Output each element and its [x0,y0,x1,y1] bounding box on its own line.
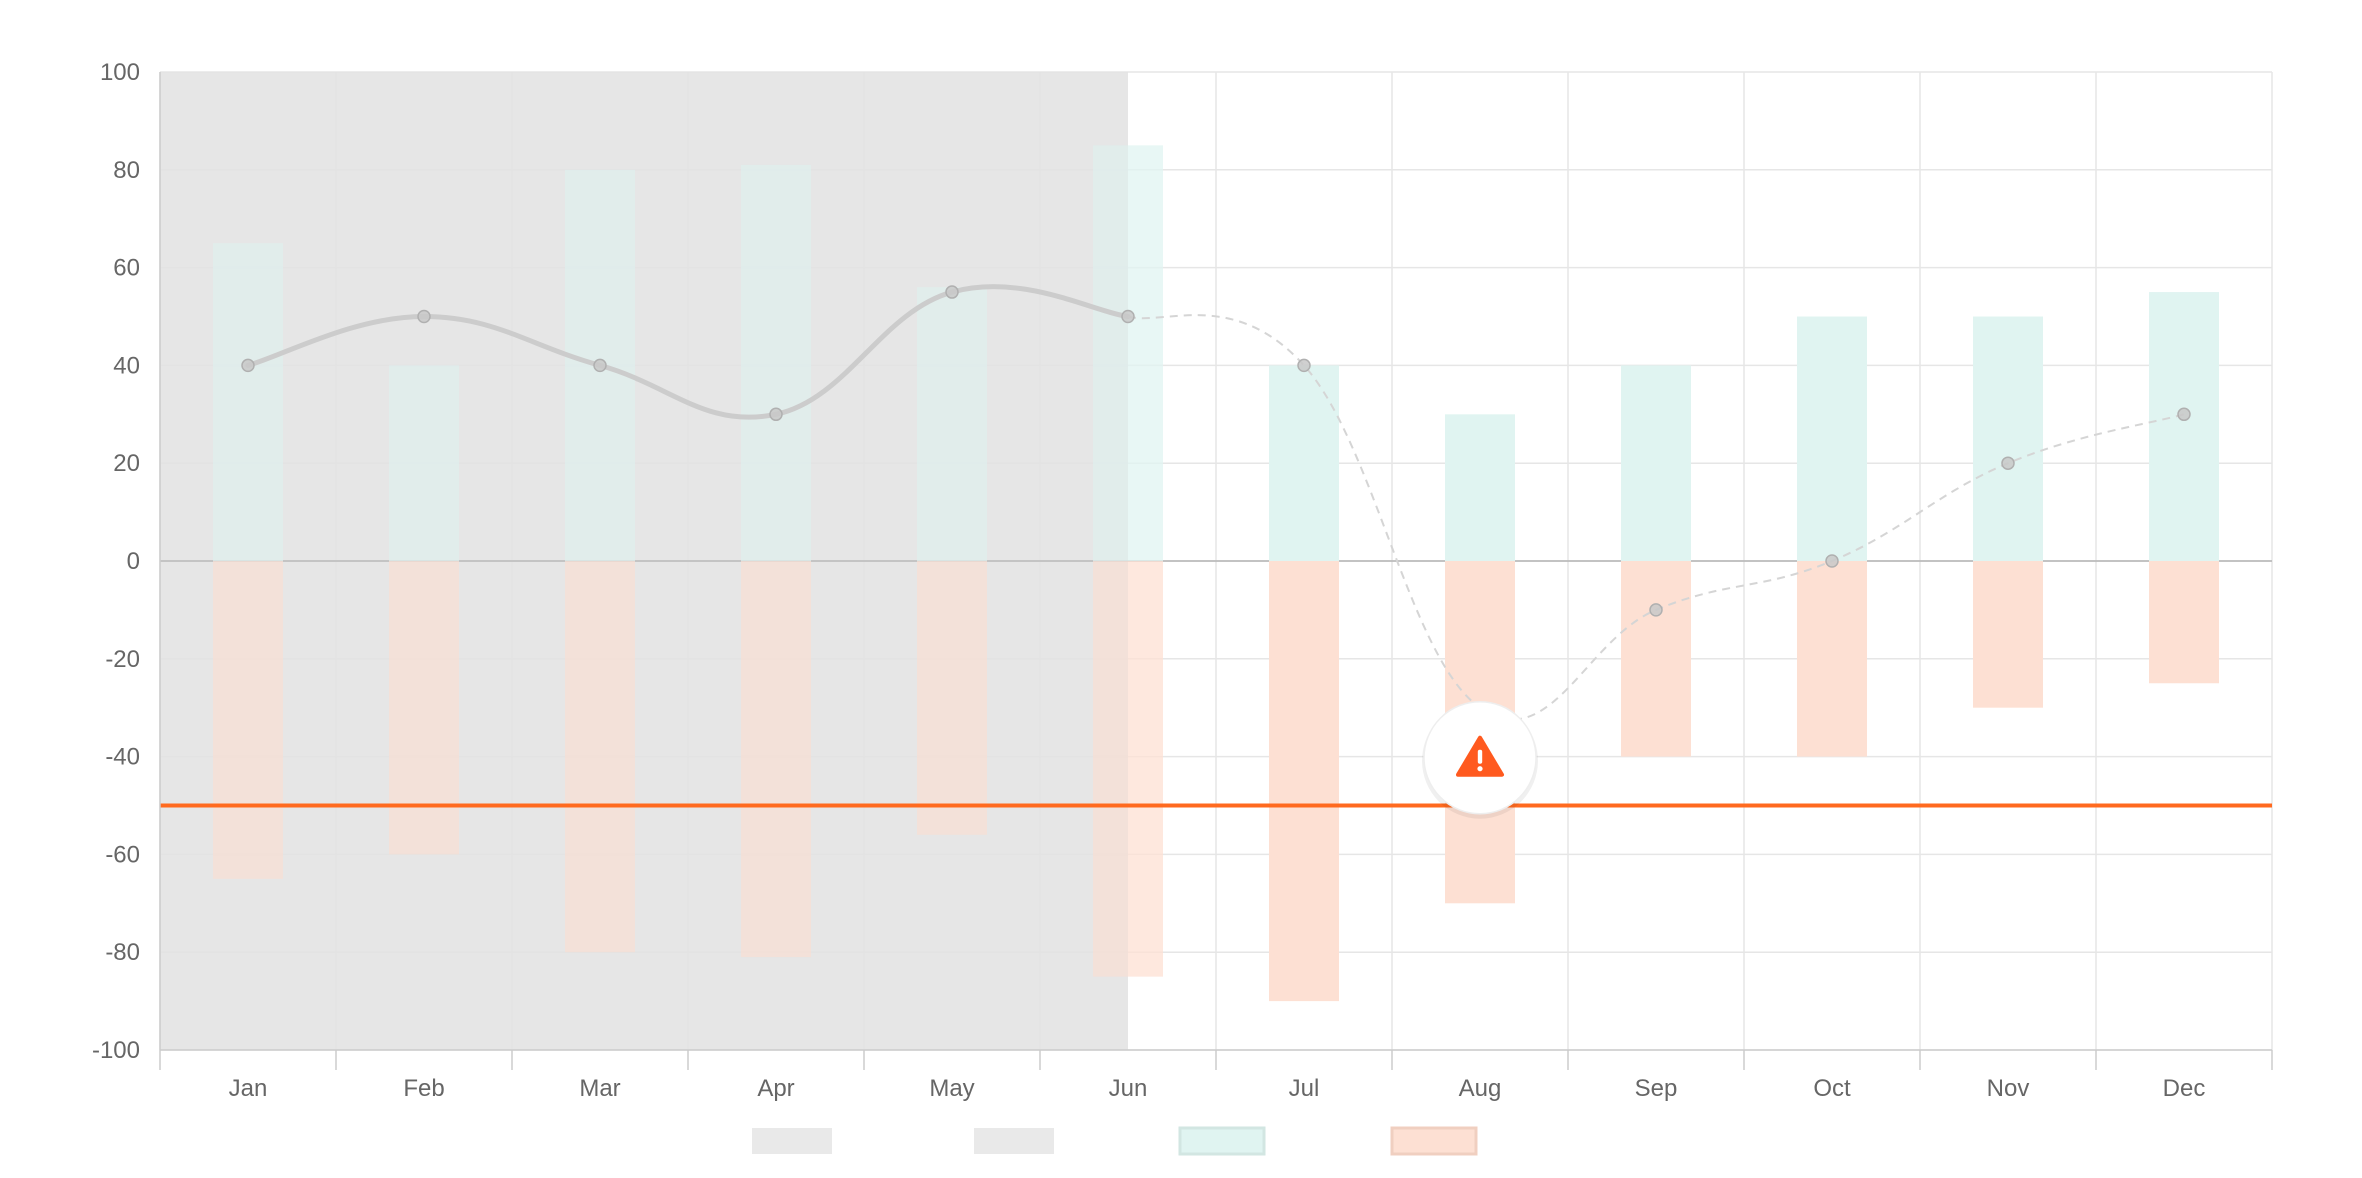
line-point-sep[interactable] [1649,603,1663,617]
y-tick-label: 0 [127,548,140,575]
bar-positive-jun[interactable] [1093,145,1163,561]
x-tick-label-dec: Dec [2163,1075,2206,1102]
bar-positive-nov[interactable] [1973,316,2043,562]
bar-positive-dec[interactable] [2149,292,2219,561]
y-tick-label: -20 [105,646,140,673]
line-series-solid [245,284,1131,420]
line-point-apr[interactable] [769,407,783,422]
y-tick-label: -80 [105,939,140,966]
x-tick-label-nov: Nov [1987,1075,2030,1102]
x-tick-label-jun: Jun [1109,1075,1148,1102]
x-tick-label-jan: Jan [229,1075,268,1102]
bar-positive-oct[interactable] [1797,316,1867,562]
line-point-may[interactable] [945,285,959,299]
line-point-mar[interactable] [593,358,607,373]
line-point-dec[interactable] [2177,407,2191,422]
bar-negative-dec[interactable] [2149,561,2219,684]
bar-negative-may[interactable] [917,561,987,835]
warning-icon-bar [1477,749,1483,764]
shaded-range-overlay [160,72,1128,1050]
bar-positive-sep[interactable] [1621,365,1691,561]
x-tick-label-feb: Feb [403,1075,444,1102]
y-tick-label: -40 [105,744,140,771]
line-point-feb[interactable] [417,309,431,324]
bar-negative-jun[interactable] [1093,561,1163,977]
y-tick-label: 40 [113,352,140,379]
y-tick-label: 60 [113,255,140,282]
x-tick-label-may: May [929,1075,974,1102]
y-tick-label: -60 [105,841,140,868]
warning-icon-dot [1477,766,1483,772]
x-tick-label-sep: Sep [1635,1075,1678,1102]
bar-positive-jul[interactable] [1269,365,1339,561]
y-tick-label: 80 [113,157,140,184]
bar-positive-aug[interactable] [1445,414,1515,561]
axes-layer: 100 80 60 40 20 0 -20 -40 -60 -80 -100 Jan Feb Mar Apr… [92,59,2273,1102]
legend[interactable] [752,1126,1478,1156]
x-tick-label-aug: Aug [1459,1075,1502,1102]
bar-positive-jan[interactable] [213,243,283,561]
line-series-dashed [1127,314,2185,721]
line-point-jun[interactable] [1121,309,1135,324]
legend-swatch-3[interactable] [1178,1126,1266,1156]
y-tick-label: 100 [100,59,140,86]
x-tick-label-jul: Jul [1289,1075,1320,1102]
line-point-jul[interactable] [1297,358,1311,373]
bar-negative-sep[interactable] [1621,561,1691,757]
line-point-nov[interactable] [2001,456,2015,470]
warning-marker-layer[interactable] [1422,700,1538,819]
bar-positive-may[interactable] [917,287,987,561]
bar-negative-jul[interactable] [1269,561,1339,1002]
bar-negative-nov[interactable] [1973,561,2043,708]
y-tick-label: -100 [92,1037,140,1064]
bar-positive-apr[interactable] [741,164,811,561]
legend-swatch-1[interactable] [752,1128,832,1154]
y-tick-label: 20 [113,450,140,477]
bar-positive-feb[interactable] [389,365,459,561]
bar-negative-mar[interactable] [565,561,635,953]
x-tick-label-mar: Mar [579,1075,620,1102]
legend-swatch-4[interactable] [1390,1126,1478,1156]
x-tick-label-oct: Oct [1813,1075,1851,1102]
bar-negative-oct[interactable] [1797,561,1867,757]
line-series-layer [241,284,2191,721]
line-point-oct[interactable] [1825,554,1839,568]
legend-swatch-2[interactable] [974,1128,1054,1154]
bar-negative-jan[interactable] [213,561,283,879]
line-point-jan[interactable] [241,358,255,373]
bar-negative-apr[interactable] [741,561,811,958]
x-tick-label-apr: Apr [757,1075,794,1102]
